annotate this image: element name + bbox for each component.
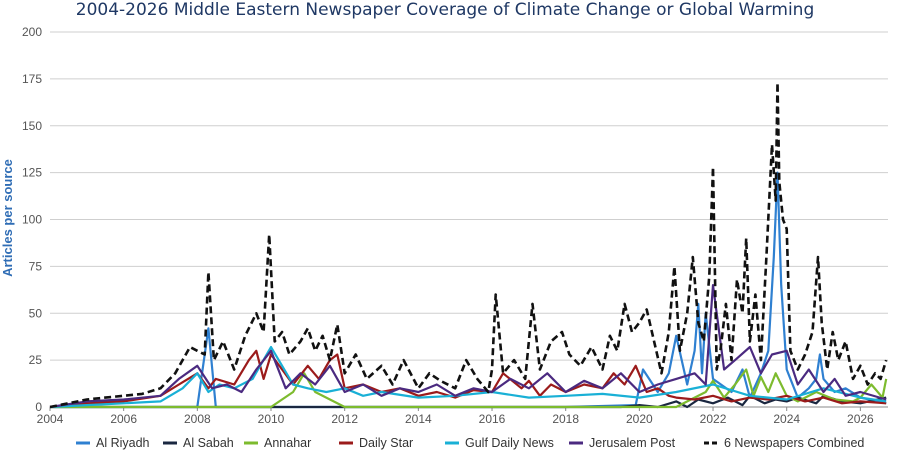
legend-label: Gulf Daily News <box>465 436 554 450</box>
series-layer <box>49 81 888 409</box>
y-tick-label: 50 <box>29 306 43 320</box>
y-tick-label: 100 <box>22 213 42 227</box>
x-tick-label: 2026 <box>847 412 874 426</box>
series-line-jerusalem-post <box>49 284 887 409</box>
y-tick-label: 75 <box>29 259 43 273</box>
legend-item[interactable]: Gulf Daily News <box>445 436 554 450</box>
legend-item[interactable]: Annahar <box>244 436 311 450</box>
y-tick-label: 175 <box>22 72 42 86</box>
x-tick-label: 2020 <box>626 412 653 426</box>
y-axis-label: Articles per source <box>0 159 15 277</box>
x-tick-label: 2006 <box>110 412 137 426</box>
x-axis-ticks: 2004 2006 2008 2010 2012 2014 2016 2018 2020 2022… <box>37 407 874 426</box>
legend[interactable]: Al Riyadh Al Sabah Annahar Daily Star Gulf D… <box>76 436 864 450</box>
legend-label: 6 Newspapers Combined <box>724 436 864 450</box>
legend-label: Annahar <box>264 436 311 450</box>
chart-title: 2004-2026 Middle Eastern Newspaper Cover… <box>76 0 814 20</box>
series-line-gulf-daily-news <box>49 345 887 409</box>
y-tick-label: 200 <box>22 25 42 39</box>
x-tick-label: 2012 <box>331 412 358 426</box>
legend-label: Daily Star <box>359 436 413 450</box>
x-tick-label: 2014 <box>405 412 432 426</box>
x-tick-label: 2024 <box>773 412 800 426</box>
legend-label: Jerusalem Post <box>589 436 676 450</box>
legend-label: Al Sabah <box>183 436 234 450</box>
y-tick-label: 0 <box>35 400 42 414</box>
legend-item[interactable]: Al Riyadh <box>76 436 150 450</box>
x-tick-label: 2022 <box>700 412 727 426</box>
legend-item[interactable]: Daily Star <box>339 436 413 450</box>
legend-label: Al Riyadh <box>96 436 150 450</box>
x-tick-label: 2008 <box>184 412 211 426</box>
x-tick-label: 2018 <box>552 412 579 426</box>
y-axis-ticks: 0 25 50 75 100 125 150 175 200 <box>22 25 42 414</box>
x-tick-label: 2016 <box>479 412 506 426</box>
grid <box>50 31 888 408</box>
y-tick-label: 25 <box>29 353 43 367</box>
legend-item[interactable]: Jerusalem Post <box>569 436 676 450</box>
legend-item[interactable]: Al Sabah <box>163 436 234 450</box>
y-tick-label: 150 <box>22 119 42 133</box>
x-tick-label: 2010 <box>258 412 285 426</box>
x-tick-label: 2004 <box>37 412 64 426</box>
series-line-6-newspapers-combined <box>49 81 888 409</box>
series-line-annahar <box>50 368 888 409</box>
y-tick-label: 125 <box>22 166 42 180</box>
legend-item[interactable]: 6 Newspapers Combined <box>704 436 864 450</box>
